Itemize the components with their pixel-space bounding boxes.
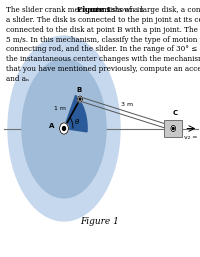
Text: B: B bbox=[76, 87, 82, 93]
Text: 3 m: 3 m bbox=[121, 102, 133, 107]
Bar bbox=[164, 120, 182, 137]
Text: connected to the disk at point B with a pin joint. The slider is moving at a con: connected to the disk at point B with a … bbox=[6, 26, 200, 34]
Text: consists of a large disk, a connecting rod and: consists of a large disk, a connecting r… bbox=[91, 6, 200, 14]
Ellipse shape bbox=[22, 59, 106, 198]
Circle shape bbox=[171, 125, 176, 132]
Text: Figure 1: Figure 1 bbox=[77, 6, 111, 14]
Text: θ: θ bbox=[75, 120, 79, 125]
Text: A: A bbox=[49, 123, 55, 129]
Text: v₂ = 5 m/sⁿ: v₂ = 5 m/sⁿ bbox=[184, 135, 200, 140]
Circle shape bbox=[62, 126, 66, 131]
Text: The slider crank mechanism shown in: The slider crank mechanism shown in bbox=[6, 6, 146, 14]
Text: 1 m: 1 m bbox=[54, 106, 66, 111]
Polygon shape bbox=[64, 95, 87, 132]
Circle shape bbox=[79, 98, 81, 100]
Text: a slider. The disk is connected to the pin joint at its center at point A. The c: a slider. The disk is connected to the p… bbox=[6, 16, 200, 24]
Text: 5 m/s. In this mechanism, classify the type of motion that is experienced by the: 5 m/s. In this mechanism, classify the t… bbox=[6, 36, 200, 44]
Text: C: C bbox=[173, 110, 178, 116]
Text: Figure 1: Figure 1 bbox=[81, 216, 119, 226]
Text: connecting rod, and the slider. In the range of 30° ≤ θ ≤ 90°, choose three (3) : connecting rod, and the slider. In the r… bbox=[6, 45, 200, 53]
Text: that you have mentioned previously, compute an acceleration vector of point C in: that you have mentioned previously, comp… bbox=[6, 65, 200, 73]
Text: and aₙ: and aₙ bbox=[6, 75, 29, 83]
Ellipse shape bbox=[8, 36, 120, 221]
Circle shape bbox=[172, 127, 174, 130]
Circle shape bbox=[78, 96, 82, 102]
Text: the instantaneous center changes with the mechanism movement. Then, based on one: the instantaneous center changes with th… bbox=[6, 55, 200, 63]
Circle shape bbox=[60, 123, 68, 134]
